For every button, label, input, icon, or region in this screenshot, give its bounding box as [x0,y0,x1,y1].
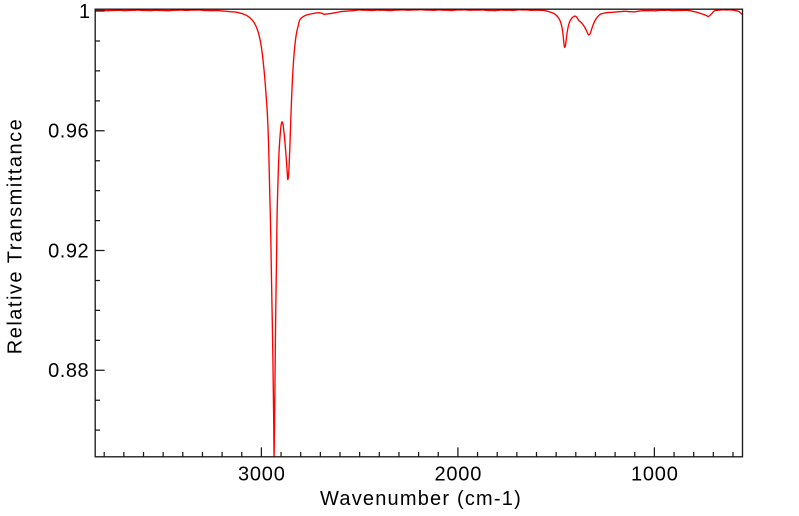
svg-text:1000: 1000 [631,464,679,486]
svg-text:0.92: 0.92 [48,240,89,262]
svg-text:0.96: 0.96 [48,121,89,143]
svg-text:3000: 3000 [238,464,286,486]
svg-text:Wavenumber (cm-1): Wavenumber (cm-1) [320,488,522,510]
svg-text:1: 1 [79,1,90,23]
svg-text:0.88: 0.88 [48,360,89,382]
svg-text:2000: 2000 [434,464,482,486]
svg-text:Relative Transmittance: Relative Transmittance [5,118,27,354]
